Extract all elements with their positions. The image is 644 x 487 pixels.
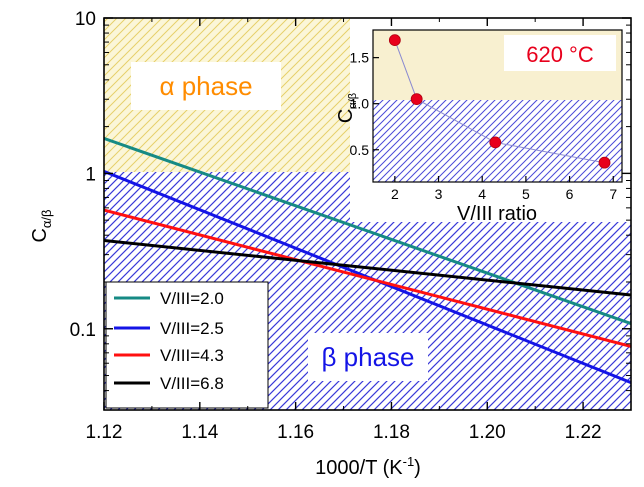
inset-y-axis-base: C bbox=[335, 109, 357, 123]
inset-data-point bbox=[388, 34, 401, 47]
main-axes: 1.12 1.14 1.16 1.18 1.20 1.22 0.1 1 10 bbox=[70, 9, 631, 443]
legend-label-v-iii-4-3: V/III=4.3 bbox=[160, 346, 224, 365]
main-x-axis-base: 1000/T (K bbox=[315, 457, 403, 479]
inset-y-tick-label: 1.0 bbox=[350, 96, 370, 112]
main-series-group bbox=[104, 136, 631, 384]
main-x-axis-tail: ) bbox=[414, 457, 421, 479]
series-line-v-iii-4-3 bbox=[104, 208, 631, 348]
inset-x-tick-label: 2 bbox=[391, 186, 399, 202]
main-chart: α phase β phase V/III=2.0 V/III=2.5 V/II… bbox=[29, 9, 632, 479]
main-y-axis-sub: α/β bbox=[39, 209, 54, 228]
inset-guide-line bbox=[394, 39, 605, 164]
legend-label-v-iii-6-8: V/III=6.8 bbox=[160, 374, 224, 393]
inset-temperature-label: 620 °C bbox=[526, 42, 594, 67]
inset-data-point bbox=[489, 136, 502, 149]
legend-box bbox=[105, 281, 269, 409]
inset-x-tick-label: 5 bbox=[522, 186, 530, 202]
y-tick-label: 1 bbox=[85, 164, 96, 185]
inset-axes: 2 3 4 5 6 7 0.5 1.0 1.5 bbox=[350, 50, 618, 202]
beta-phase-label: β phase bbox=[321, 342, 414, 372]
inset-series-group bbox=[388, 34, 611, 169]
inset-x-axis-title: V/III ratio bbox=[457, 203, 537, 225]
series-line-v-iii-6-8 bbox=[104, 239, 631, 297]
inset-y-axis-sub: α/β bbox=[347, 93, 359, 109]
inset-x-tick-label: 3 bbox=[435, 186, 443, 202]
main-y-axis-title: Cα/β bbox=[29, 209, 54, 242]
y-tick-label: 10 bbox=[75, 9, 96, 30]
inset-x-tick-label: 6 bbox=[566, 186, 574, 202]
inset-y-tick-label: 0.5 bbox=[350, 142, 370, 158]
legend-label-v-iii-2-0: V/III=2.0 bbox=[160, 289, 224, 308]
main-y-axis-base: C bbox=[29, 228, 51, 242]
y-tick-label: 0.1 bbox=[70, 320, 96, 341]
alpha-phase-label: α phase bbox=[159, 71, 252, 101]
inset-data-point bbox=[598, 156, 611, 169]
inset-chart: 620 °C 2 3 4 5 6 7 0.5 1.0 1.5 Cα/β V/III ratio bbox=[335, 29, 623, 225]
main-x-axis-sup: -1 bbox=[403, 454, 415, 469]
alpha-label-box bbox=[131, 62, 281, 110]
legend-label-v-iii-2-5: V/III=2.5 bbox=[160, 319, 224, 338]
legend: V/III=2.0 V/III=2.5 V/III=4.3 V/III=6.8 bbox=[105, 281, 269, 409]
inset-title-box bbox=[504, 35, 616, 71]
x-tick-label: 1.22 bbox=[565, 422, 602, 443]
inset-x-tick-label: 4 bbox=[478, 186, 486, 202]
inset-y-tick-label: 1.5 bbox=[350, 50, 370, 66]
x-tick-label: 1.18 bbox=[373, 422, 410, 443]
x-tick-label: 1.20 bbox=[469, 422, 506, 443]
beta-region-upper-hatch bbox=[104, 172, 350, 222]
inset-y-axis-title: Cα/β bbox=[335, 93, 359, 123]
x-tick-label: 1.12 bbox=[86, 422, 123, 443]
main-x-axis-title: 1000/T (K-1) bbox=[315, 454, 421, 479]
series-line-v-iii-2-0 bbox=[104, 136, 631, 326]
main-plot-frame bbox=[103, 17, 632, 411]
inset-x-tick-label: 7 bbox=[609, 186, 617, 202]
x-tick-label: 1.14 bbox=[181, 422, 218, 443]
x-tick-label: 1.16 bbox=[277, 422, 314, 443]
inset-data-point bbox=[410, 93, 423, 105]
beta-label-box bbox=[308, 333, 428, 381]
inset-plot-frame bbox=[372, 29, 623, 183]
